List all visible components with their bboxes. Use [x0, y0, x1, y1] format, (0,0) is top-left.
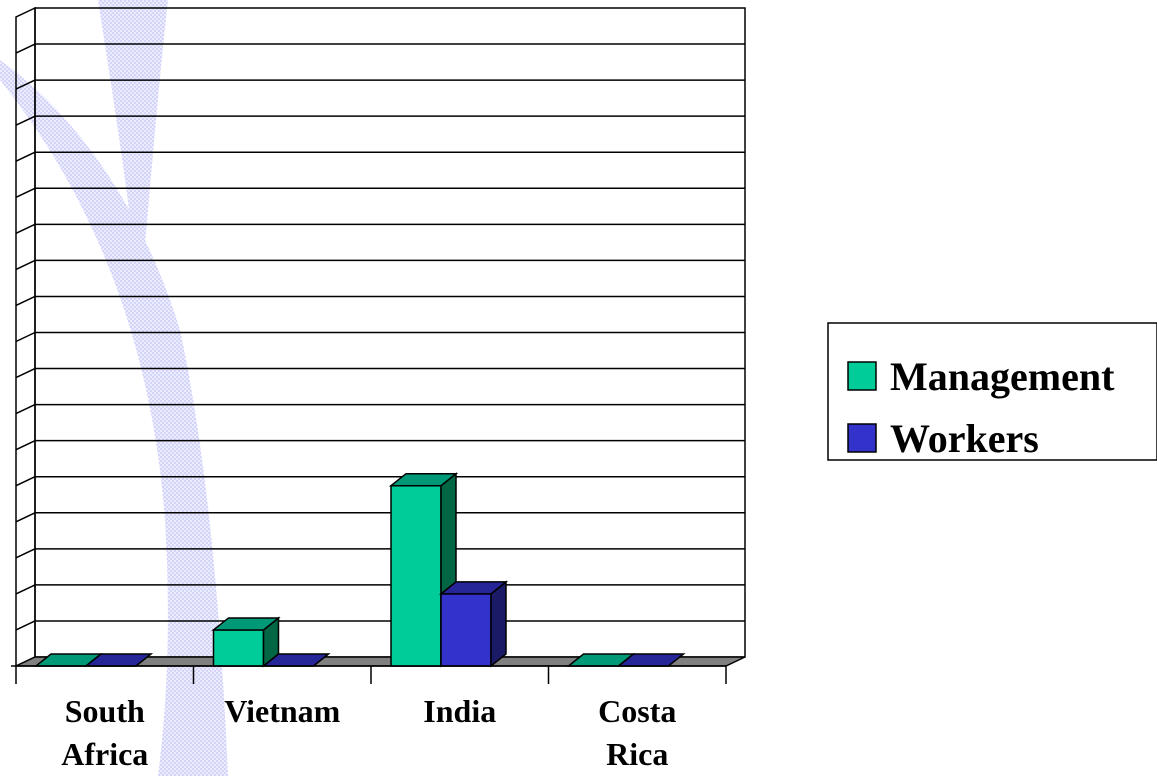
legend: Management Workers — [827, 322, 1157, 461]
gridline-side — [15, 439, 36, 451]
category-label: South Africa — [61, 693, 148, 772]
gridline-side — [15, 187, 36, 198]
bar-side — [490, 580, 507, 668]
bar-workers-2 — [438, 580, 509, 668]
bar-front — [440, 593, 492, 667]
gridline-side — [15, 476, 36, 487]
gridline-side — [15, 512, 36, 523]
gridline-side — [15, 223, 36, 235]
x-axis — [11, 665, 727, 684]
bars — [33, 472, 686, 668]
gridline-side — [15, 403, 36, 415]
background-swoosh — [0, 0, 228, 776]
bar-top — [388, 472, 459, 487]
gridline-side — [15, 115, 36, 126]
plot-grid — [15, 6, 746, 668]
bar-top — [211, 617, 281, 631]
category-label: Costa Rica — [598, 693, 676, 772]
gridline-side — [15, 584, 36, 595]
gridline-side — [15, 43, 36, 54]
gridline-side — [15, 548, 36, 559]
legend-swatch-workers — [847, 423, 877, 453]
swoosh-left — [0, 60, 228, 776]
legend-label-workers: Workers — [890, 416, 1039, 461]
gridline-side — [15, 295, 36, 307]
gridline-side — [15, 151, 36, 162]
swoosh-top — [98, 0, 168, 300]
gridline-side — [15, 331, 36, 343]
bar-top — [438, 581, 509, 595]
gridline-side — [15, 79, 36, 90]
category-label: Vietnam — [224, 693, 340, 729]
bar-management-1 — [211, 616, 281, 668]
legend-swatch-management — [847, 361, 877, 391]
category-label: India — [423, 693, 496, 729]
legend-box — [827, 322, 1157, 461]
category-labels: South Africa Vietnam India Costa Rica — [61, 693, 676, 772]
bar-front — [390, 484, 442, 667]
bar-front — [212, 629, 265, 667]
gridline-side — [15, 259, 36, 271]
legend-label-management: Management — [890, 354, 1115, 399]
gridline-side — [15, 620, 36, 631]
gridline-side — [15, 367, 36, 379]
